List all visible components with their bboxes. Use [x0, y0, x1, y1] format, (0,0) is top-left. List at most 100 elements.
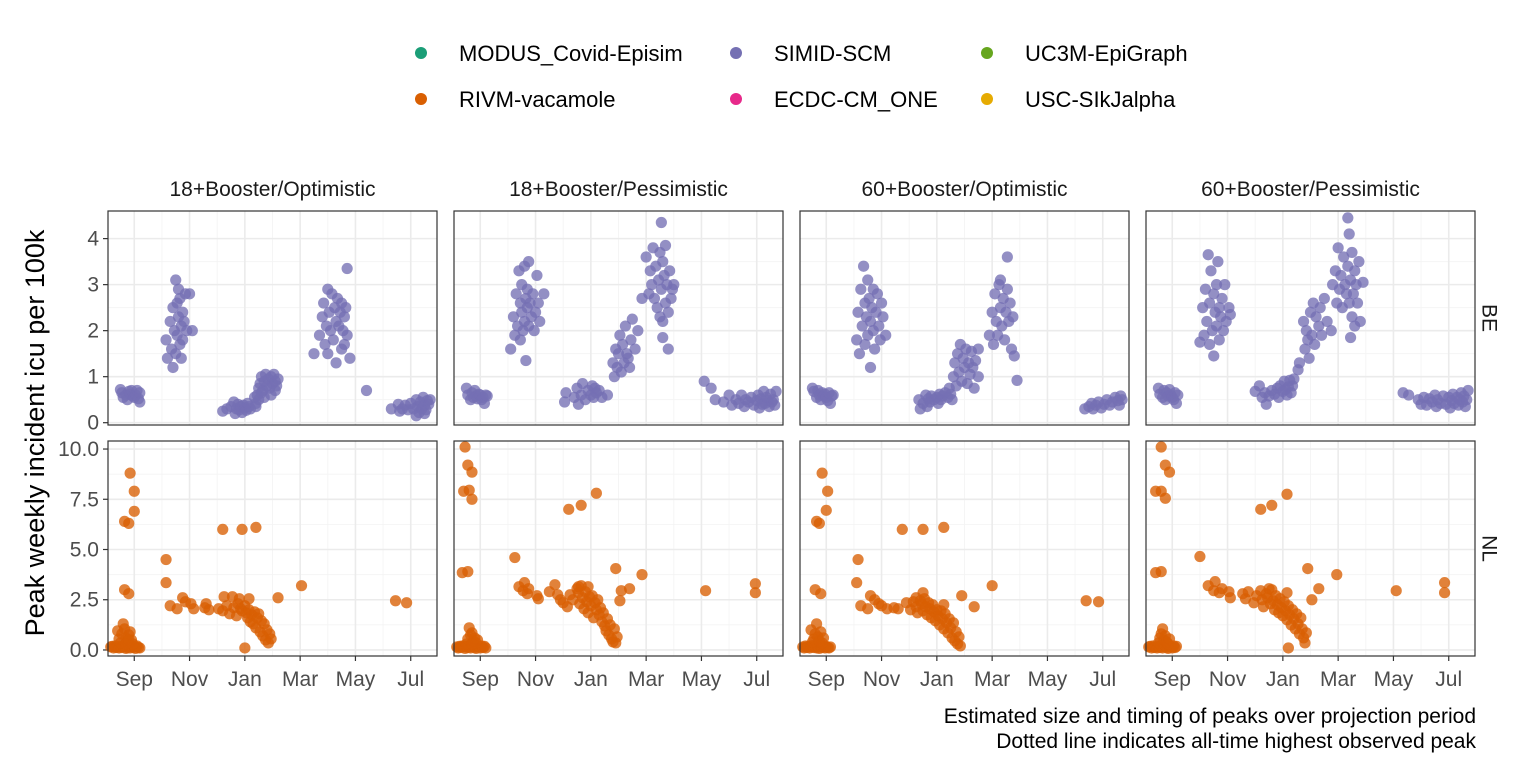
legend-label-rivm-vacamole: RIVM-vacamole: [459, 87, 615, 112]
data-point-simid-scm: [770, 385, 782, 398]
data-point-simid-scm: [531, 269, 543, 282]
data-point-simid-scm: [1213, 302, 1225, 314]
data-point-simid-scm: [869, 343, 881, 355]
data-point-simid-scm: [862, 274, 874, 286]
data-point-simid-scm: [170, 274, 182, 286]
data-point-simid-scm: [617, 338, 629, 351]
panels: 18+Booster/Optimistic 18+Booster/Pessimis…: [58, 178, 1500, 691]
data-point-simid-scm: [534, 315, 546, 328]
data-point-simid-scm: [1299, 343, 1311, 355]
data-point-simid-scm: [946, 394, 958, 406]
panel-border: [107, 210, 438, 426]
x-tick-label: Sep: [1154, 668, 1191, 691]
data-point-rivm-vacamole: [123, 517, 135, 529]
x-tick-label: Jan: [228, 668, 262, 691]
data-point-rivm-vacamole: [822, 485, 834, 497]
data-point-rivm-vacamole: [203, 604, 215, 616]
data-point-simid-scm: [1325, 325, 1337, 337]
data-point-rivm-vacamole: [892, 603, 904, 615]
data-point-rivm-vacamole: [236, 523, 248, 536]
y-tick-label-be: 2: [87, 320, 99, 343]
data-point-rivm-vacamole: [575, 499, 587, 511]
data-point-rivm-vacamole: [563, 503, 575, 515]
legend-item-uc3m-epigraph: UC3M-EpiGraph: [981, 41, 1188, 66]
data-point-simid-scm: [1224, 308, 1236, 321]
data-point-simid-scm: [1347, 288, 1359, 300]
data-point-simid-scm: [1314, 302, 1326, 314]
data-point-simid-scm: [972, 371, 984, 383]
data-point-simid-scm: [987, 338, 1000, 351]
data-point-rivm-vacamole: [623, 583, 636, 595]
data-point-rivm-vacamole: [462, 566, 474, 578]
legend-key-simid-scm: [730, 47, 742, 59]
data-point-simid-scm: [1202, 249, 1214, 261]
data-point-simid-scm: [1001, 251, 1013, 263]
legend-label-uc3m-epigraph: UC3M-EpiGraph: [1025, 41, 1188, 66]
y-tick-label-nl: 10.0: [58, 438, 99, 461]
data-point-simid-scm: [1351, 297, 1364, 309]
x-tick-label: May: [1028, 668, 1068, 691]
data-point-rivm-vacamole: [188, 603, 200, 615]
data-point-simid-scm: [873, 320, 885, 332]
data-point-simid-scm: [1297, 315, 1310, 328]
data-point-simid-scm: [1344, 331, 1357, 344]
data-point-simid-scm: [864, 361, 877, 374]
data-point-simid-scm: [1208, 288, 1220, 300]
data-point-rivm-vacamole: [816, 467, 828, 479]
data-point-rivm-vacamole: [824, 641, 837, 653]
panel-border: [1145, 210, 1476, 426]
caption-line-1: Estimated size and timing of peaks over …: [944, 705, 1476, 728]
x-tick-label: Nov: [171, 668, 209, 691]
data-point-simid-scm: [1461, 394, 1473, 406]
data-point-simid-scm: [1349, 265, 1361, 277]
data-point-rivm-vacamole: [265, 633, 277, 645]
legend-key-uc3m-epigraph: [981, 47, 993, 59]
data-point-rivm-vacamole: [400, 597, 413, 609]
data-point-simid-scm: [324, 325, 337, 337]
y-tick-label-nl: 7.5: [70, 488, 99, 511]
data-point-simid-scm: [183, 288, 196, 300]
data-point-simid-scm: [1213, 334, 1225, 346]
data-point-simid-scm: [167, 361, 179, 374]
panel-be-60-booster-pessimistic: [1145, 210, 1476, 426]
y-tick-label-be: 3: [87, 274, 99, 297]
panel-border: [453, 210, 784, 426]
data-point-simid-scm: [1313, 320, 1325, 332]
data-point-simid-scm: [523, 256, 535, 268]
data-point-rivm-vacamole: [956, 590, 968, 602]
data-point-simid-scm: [994, 274, 1007, 286]
data-point-simid-scm: [625, 334, 637, 346]
x-tick-label: Jan: [1266, 668, 1300, 691]
data-point-simid-scm: [827, 389, 839, 401]
data-point-simid-scm: [853, 348, 866, 360]
data-point-simid-scm: [308, 348, 320, 360]
facet-label-18-booster-optimistic: 18+Booster/Optimistic: [169, 178, 375, 201]
data-point-simid-scm: [341, 262, 353, 275]
data-point-simid-scm: [972, 343, 984, 355]
legend-item-usc-sikjalpha: USC-SIkJalpha: [981, 87, 1176, 112]
data-point-rivm-vacamole: [1295, 612, 1307, 624]
data-point-rivm-vacamole: [124, 467, 136, 479]
data-point-simid-scm: [1318, 292, 1330, 305]
data-point-simid-scm: [1004, 297, 1016, 309]
x-tick-label: Jul: [1435, 668, 1462, 691]
data-point-simid-scm: [851, 334, 863, 346]
data-point-simid-scm: [1203, 297, 1216, 309]
x-tick-label: Jan: [920, 668, 954, 691]
data-point-rivm-vacamole: [1155, 566, 1167, 578]
data-point-rivm-vacamole: [582, 581, 594, 593]
data-point-simid-scm: [657, 315, 669, 328]
data-point-simid-scm: [989, 288, 1001, 300]
data-point-simid-scm: [1216, 292, 1228, 305]
data-point-simid-scm: [529, 306, 542, 318]
data-point-simid-scm: [524, 297, 536, 309]
data-point-rivm-vacamole: [466, 638, 478, 650]
data-point-simid-scm: [1321, 315, 1333, 328]
legend-key-ecdc-cm-one: [730, 93, 742, 105]
data-point-simid-scm: [863, 292, 875, 305]
data-point-rivm-vacamole: [968, 601, 980, 613]
data-point-simid-scm: [1210, 279, 1223, 291]
data-point-simid-scm: [1201, 315, 1213, 328]
data-point-rivm-vacamole: [128, 505, 140, 517]
data-point-rivm-vacamole: [463, 484, 475, 496]
